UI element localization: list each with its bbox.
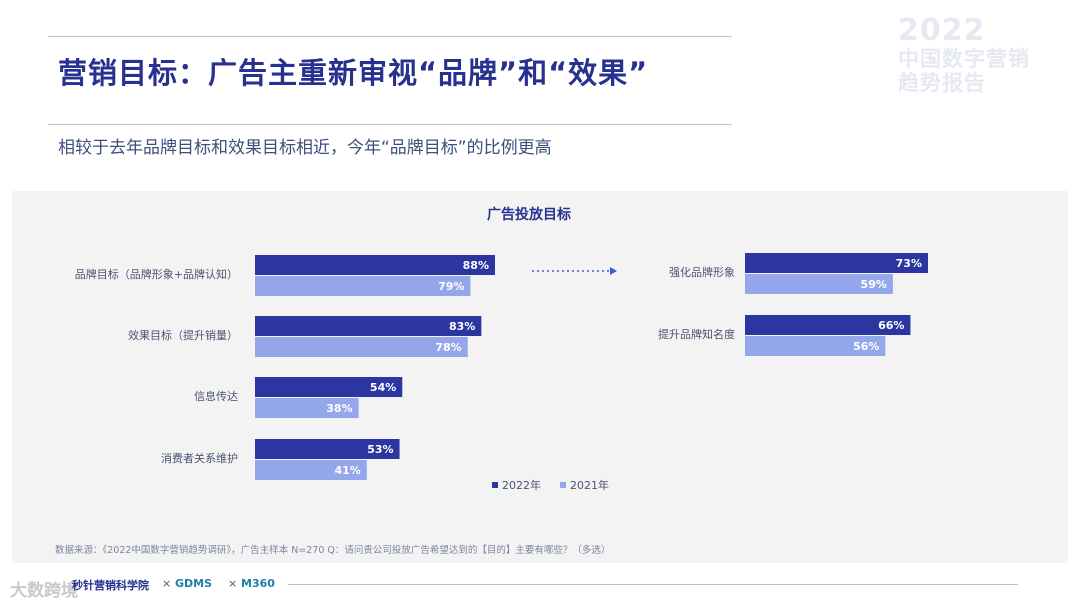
slide-subtitle: 相较于去年品牌目标和效果目标相近，今年“品牌目标”的比例更高	[58, 138, 552, 158]
source-note: 数据来源：《2022中国数字营销趋势调研》，广告主样本 N=270 Q：请问贵公…	[55, 545, 611, 556]
left-data-label: 38%	[326, 402, 352, 415]
footer-watermark: 大数跨境	[10, 581, 78, 601]
title-bottom-rule	[48, 124, 732, 125]
logo-m360: M360	[241, 577, 275, 590]
left-data-label: 83%	[449, 320, 475, 333]
right-bar-2021	[745, 336, 886, 356]
footer: 大数跨境 秒针营销科学院 × GDMS × M360	[0, 568, 1080, 608]
left-category-label: 效果目标（提升销量）	[128, 328, 238, 342]
right-data-label: 56%	[853, 340, 879, 353]
footer-rule	[288, 584, 1018, 585]
right-category-label: 提升品牌知名度	[658, 327, 735, 341]
legend-label-2021: 2021年	[570, 478, 609, 492]
left-data-label: 41%	[334, 464, 360, 477]
report-brand-mark: 2022 中国数字营销 趋势报告	[898, 16, 1068, 94]
brand-year: 2022	[898, 13, 986, 48]
left-data-label: 88%	[463, 259, 489, 272]
dotted-arrowhead	[610, 267, 617, 275]
left-category-label: 品牌目标（品牌形象+品牌认知）	[75, 267, 238, 281]
brand-line-2: 趋势报告	[898, 71, 986, 95]
left-bar-2022	[255, 439, 400, 459]
title-top-rule	[48, 36, 732, 37]
left-bar-2022	[255, 377, 403, 397]
right-bar-2022	[745, 253, 928, 273]
left-bar-2021	[255, 276, 471, 296]
brand-line-1: 中国数字营销	[898, 47, 1030, 71]
legend-swatch-2021	[560, 482, 566, 488]
left-category-label: 消费者关系维护	[161, 451, 238, 465]
logo-separator-1: ×	[162, 577, 172, 590]
left-category-label: 信息传达	[194, 389, 238, 403]
legend-label-2022: 2022年	[502, 478, 541, 492]
chart-title: 广告投放目标	[487, 206, 571, 223]
left-bar-2022	[255, 255, 495, 275]
left-bar-2021	[255, 398, 359, 418]
left-data-label: 54%	[370, 381, 396, 394]
left-data-label: 53%	[367, 443, 393, 456]
left-bar-2021	[255, 460, 367, 480]
chart-panel: 广告投放目标品牌目标（品牌形象+品牌认知） 88% 79% 效果目标（提升销量） 83%…	[12, 191, 1068, 563]
left-data-label: 79%	[438, 280, 464, 293]
right-category-label: 强化品牌形象	[669, 265, 735, 279]
right-data-label: 73%	[896, 257, 922, 270]
logo-gdms: GDMS	[175, 577, 213, 590]
left-data-label: 78%	[435, 341, 461, 354]
right-data-label: 59%	[861, 278, 887, 291]
right-bar-2021	[745, 274, 893, 294]
right-data-label: 66%	[878, 319, 904, 332]
left-bar-2022	[255, 316, 482, 336]
legend-swatch-2022	[492, 482, 498, 488]
logo-separator-2: ×	[228, 577, 238, 590]
logo-mzscience: 秒针营销科学院	[72, 579, 149, 592]
left-bar-2021	[255, 337, 468, 357]
right-bar-2022	[745, 315, 911, 335]
slide-title: 营销目标：广告主重新审视“品牌”和“效果”	[58, 56, 649, 90]
